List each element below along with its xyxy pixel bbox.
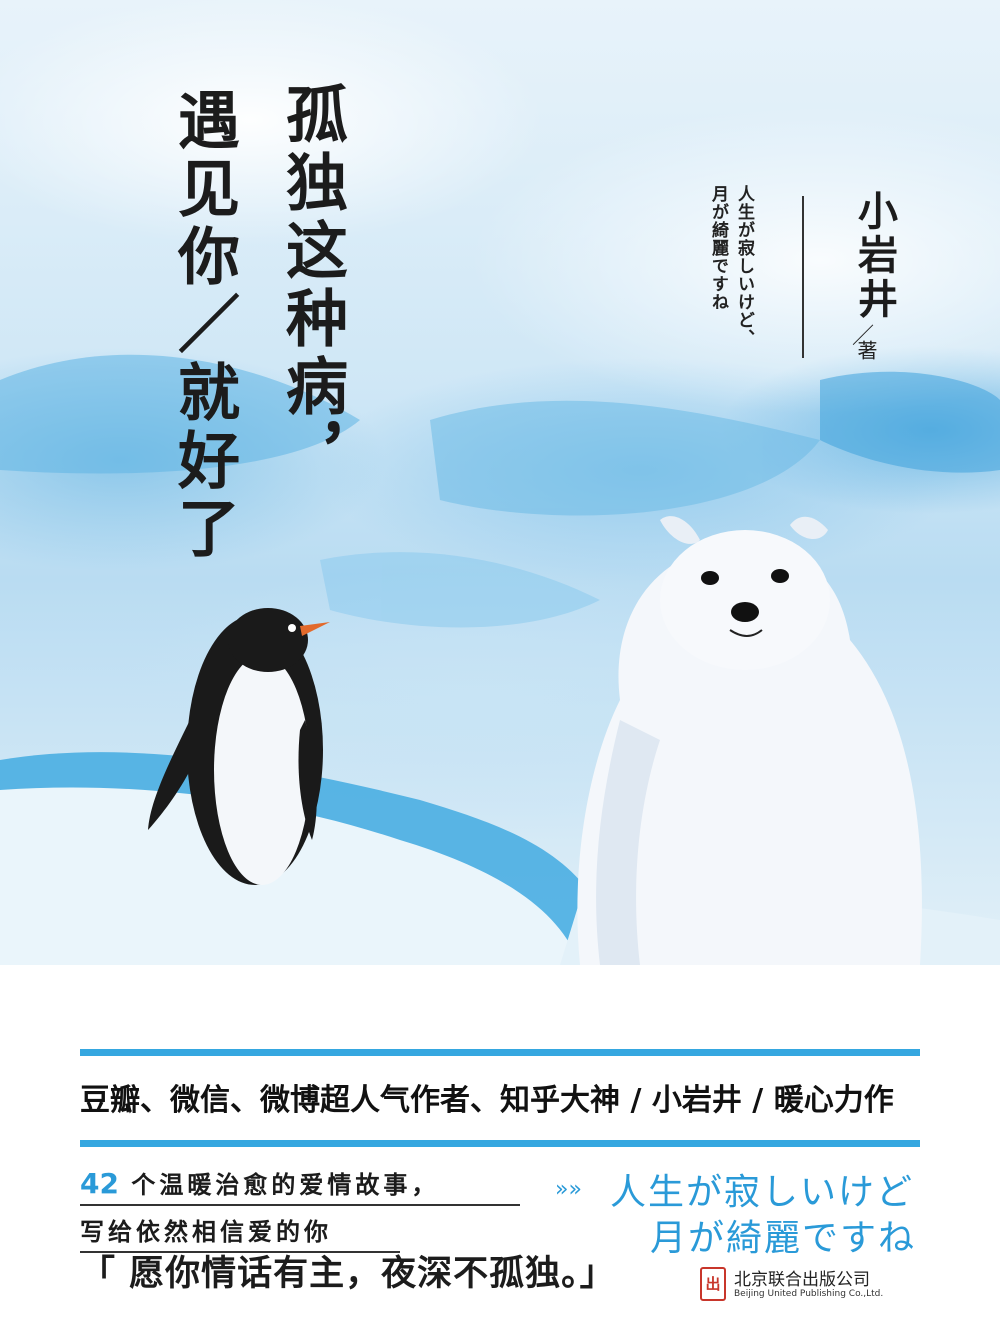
jp-slogan-line1: 人生が寂しいけど (610, 1172, 915, 1213)
publisher: 出 北京联合出版公司 Beijing United Publishing Co.… (700, 1265, 940, 1315)
author-block: 小岩井 (845, 190, 903, 322)
publisher-seal-icon: 出 (700, 1267, 726, 1301)
bottom-panel: 豆瓣、微信、微博超人气作者、知乎大神 / 小岩井 / 暖心力作 42 个温暖治愈… (0, 965, 1000, 1335)
cover-illustration: 遇见你／就好了 孤独这种病， 人生が寂しいけど、 月が綺麗ですね 小岩井 ／ 著 (0, 0, 1000, 965)
wash-mid (320, 552, 600, 628)
book-title-line2: 孤独这种病， (275, 82, 348, 490)
book-title-line1: 遇见你／就好了 (167, 88, 240, 564)
story-block: 42 个温暖治愈的爱情故事， 写给依然相信爱的你 (80, 1165, 520, 1253)
story-count: 42 (80, 1167, 119, 1200)
tagline-post: 暖心力作 (773, 1083, 894, 1118)
tagline: 豆瓣、微信、微博超人气作者、知乎大神 / 小岩井 / 暖心力作 (80, 1075, 920, 1119)
story-line1-text: 个温暖治愈的爱情故事， (131, 1170, 440, 1199)
blue-rule-top (80, 1049, 920, 1056)
story-line2: 写给依然相信爱的你 (80, 1212, 400, 1253)
divider-line (802, 196, 804, 358)
story-line1: 42 个温暖治愈的爱情故事， (80, 1165, 520, 1206)
publisher-name-en: Beijing United Publishing Co.,Ltd. (734, 1289, 884, 1299)
tagline-sep: / (741, 1083, 774, 1118)
penguin-figure (148, 608, 330, 885)
wash-left (0, 354, 360, 474)
jp-subtitle-line2: 月が綺麗ですね (708, 185, 728, 311)
jp-subtitle-line1: 人生が寂しいけど、 (734, 185, 754, 347)
author-slash: ／ (852, 324, 875, 349)
slope-snow (0, 787, 580, 965)
wash-center (430, 400, 820, 516)
quote: 「 愿你情话有主，夜深不孤独。」 (80, 1253, 616, 1294)
double-arrow-icon: »» (555, 1177, 582, 1202)
tagline-author: 小岩井 (651, 1083, 742, 1118)
polar-bear-figure (577, 516, 922, 965)
wash-right (820, 371, 1000, 473)
author-name: 小岩井 (851, 190, 898, 322)
publisher-name: 北京联合出版公司 (734, 1270, 870, 1290)
watercolor-scene (0, 354, 1000, 965)
blue-rule-bottom (80, 1140, 920, 1147)
author-role: 著 (854, 340, 878, 360)
jp-slogan-line2: 月が綺麗ですね (650, 1218, 917, 1259)
tagline-pre: 豆瓣、微信、微博超人气作者、知乎大神 / (80, 1083, 652, 1118)
